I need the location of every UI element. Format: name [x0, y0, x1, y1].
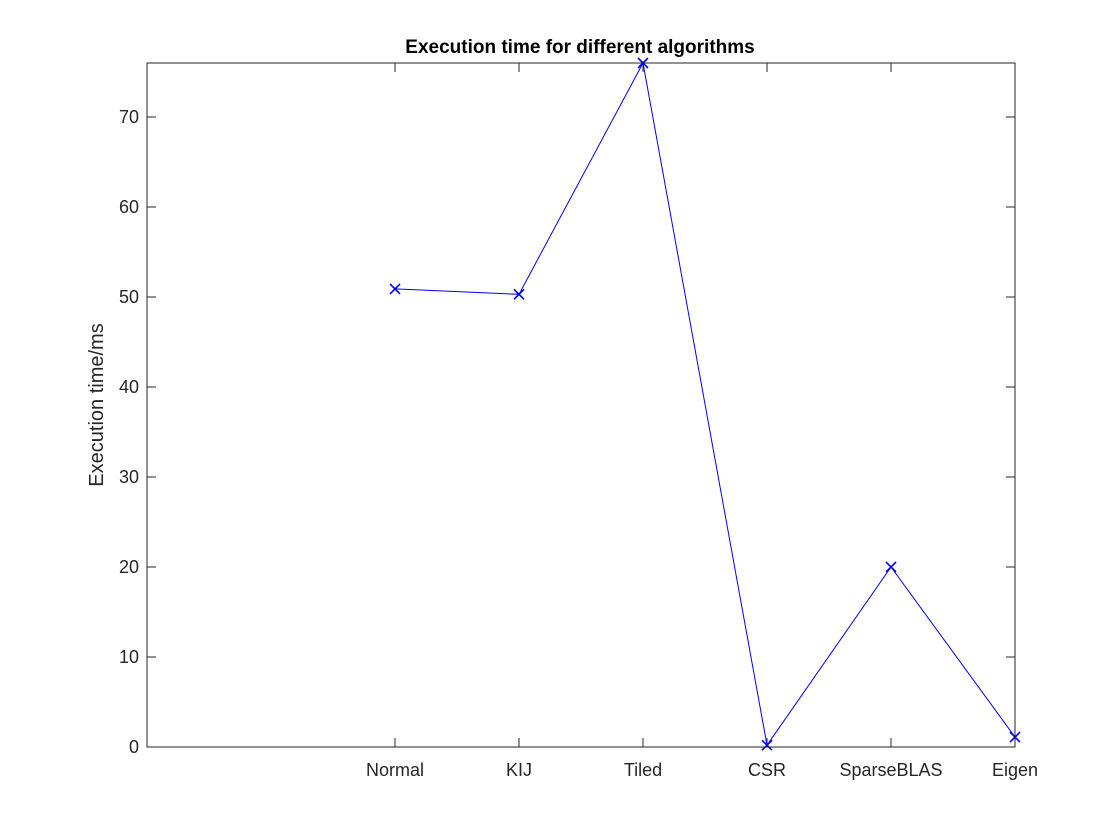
series-layer	[389, 57, 1021, 751]
y-tick-label: 30	[119, 467, 139, 487]
series-line	[394, 61, 1016, 747]
y-axis-label: Execution time/ms	[86, 323, 108, 486]
y-tick-label: 50	[119, 287, 139, 307]
x-tick-label: CSR	[748, 760, 786, 780]
x-tick-label: Eigen	[992, 760, 1038, 780]
axis-ticks: 0 10 20 30 40 50 60 70 Normal KIJ Tiled CSR SparseBL…	[119, 63, 1038, 780]
data-point-marker	[513, 288, 525, 300]
data-point-marker	[761, 739, 773, 751]
x-tick-label: KIJ	[506, 760, 532, 780]
y-tick-label: 20	[119, 557, 139, 577]
y-tick-label: 10	[119, 647, 139, 667]
x-tick-label: Normal	[366, 760, 424, 780]
y-tick-label: 70	[119, 107, 139, 127]
y-tick-label: 0	[129, 737, 139, 757]
x-tick-label: Tiled	[624, 760, 662, 780]
data-point-marker	[885, 561, 897, 573]
chart-title: Execution time for different algorithms	[405, 37, 754, 58]
y-tick-label: 40	[119, 377, 139, 397]
y-tick-label: 60	[119, 197, 139, 217]
x-tick-label: SparseBLAS	[839, 760, 942, 780]
plot-frame	[146, 62, 1016, 748]
plot-area	[147, 63, 1015, 747]
data-point-marker	[389, 283, 401, 295]
